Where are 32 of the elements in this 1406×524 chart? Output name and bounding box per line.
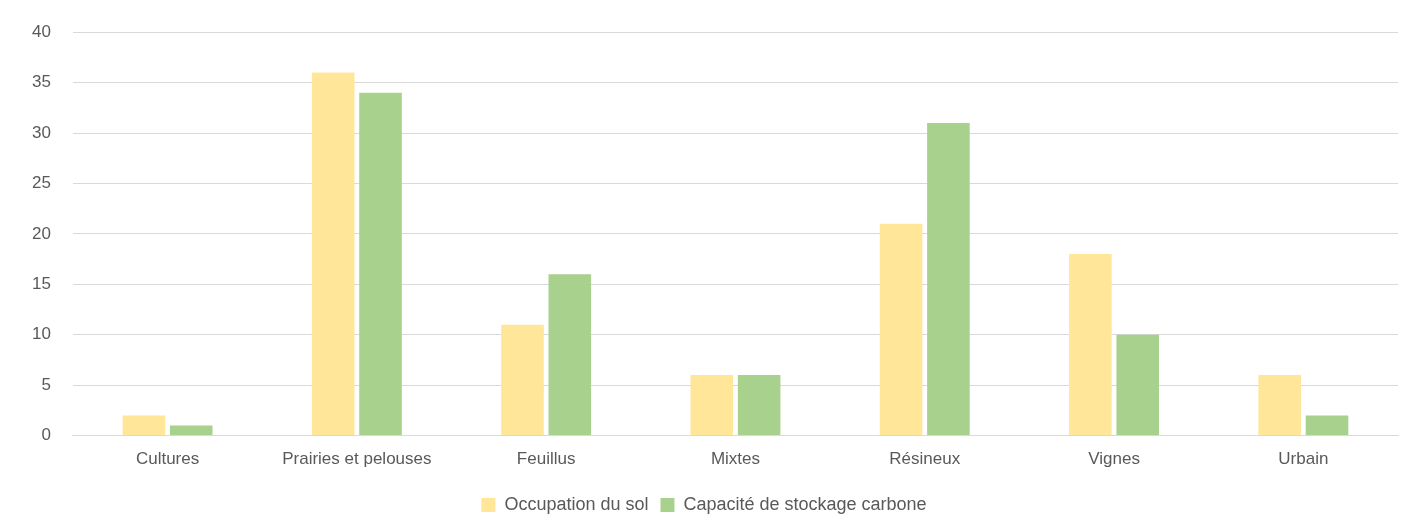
bar	[1116, 334, 1160, 436]
bar	[1258, 375, 1301, 436]
y-tick-label: 10	[31, 324, 51, 344]
x-tick-label: Mixtes	[710, 449, 761, 469]
x-tick-label: Vignes	[1088, 449, 1140, 469]
y-tick-label: 25	[31, 173, 51, 193]
x-tick-label: Prairies et pelouses	[282, 449, 432, 469]
y-tick-label: 20	[31, 223, 51, 243]
y-tick-label: 15	[31, 274, 51, 294]
y-tick-label: 35	[31, 72, 51, 92]
bar	[501, 324, 544, 436]
x-tick-label: Urbain	[1278, 449, 1329, 469]
bar	[169, 425, 213, 436]
y-tick-label: 40	[31, 21, 51, 41]
x-tick-label: Feuillus	[516, 449, 576, 469]
y-tick-label: 5	[41, 374, 51, 394]
bar	[927, 122, 970, 436]
x-tick-label: Cultures	[135, 449, 200, 469]
bar	[1305, 415, 1349, 436]
bar	[737, 375, 781, 436]
bar	[122, 415, 166, 436]
bar	[359, 92, 402, 436]
bar	[690, 375, 734, 436]
y-tick-label: 0	[41, 425, 51, 445]
legend-label: Occupation du sol	[504, 493, 649, 514]
bar	[879, 223, 923, 436]
legend-label: Capacité de stockage carbone	[683, 493, 927, 514]
bar	[1069, 254, 1112, 436]
bar	[311, 72, 355, 436]
bar	[548, 274, 592, 436]
x-tick-label: Résineux	[889, 449, 961, 469]
y-tick-label: 30	[31, 122, 51, 142]
